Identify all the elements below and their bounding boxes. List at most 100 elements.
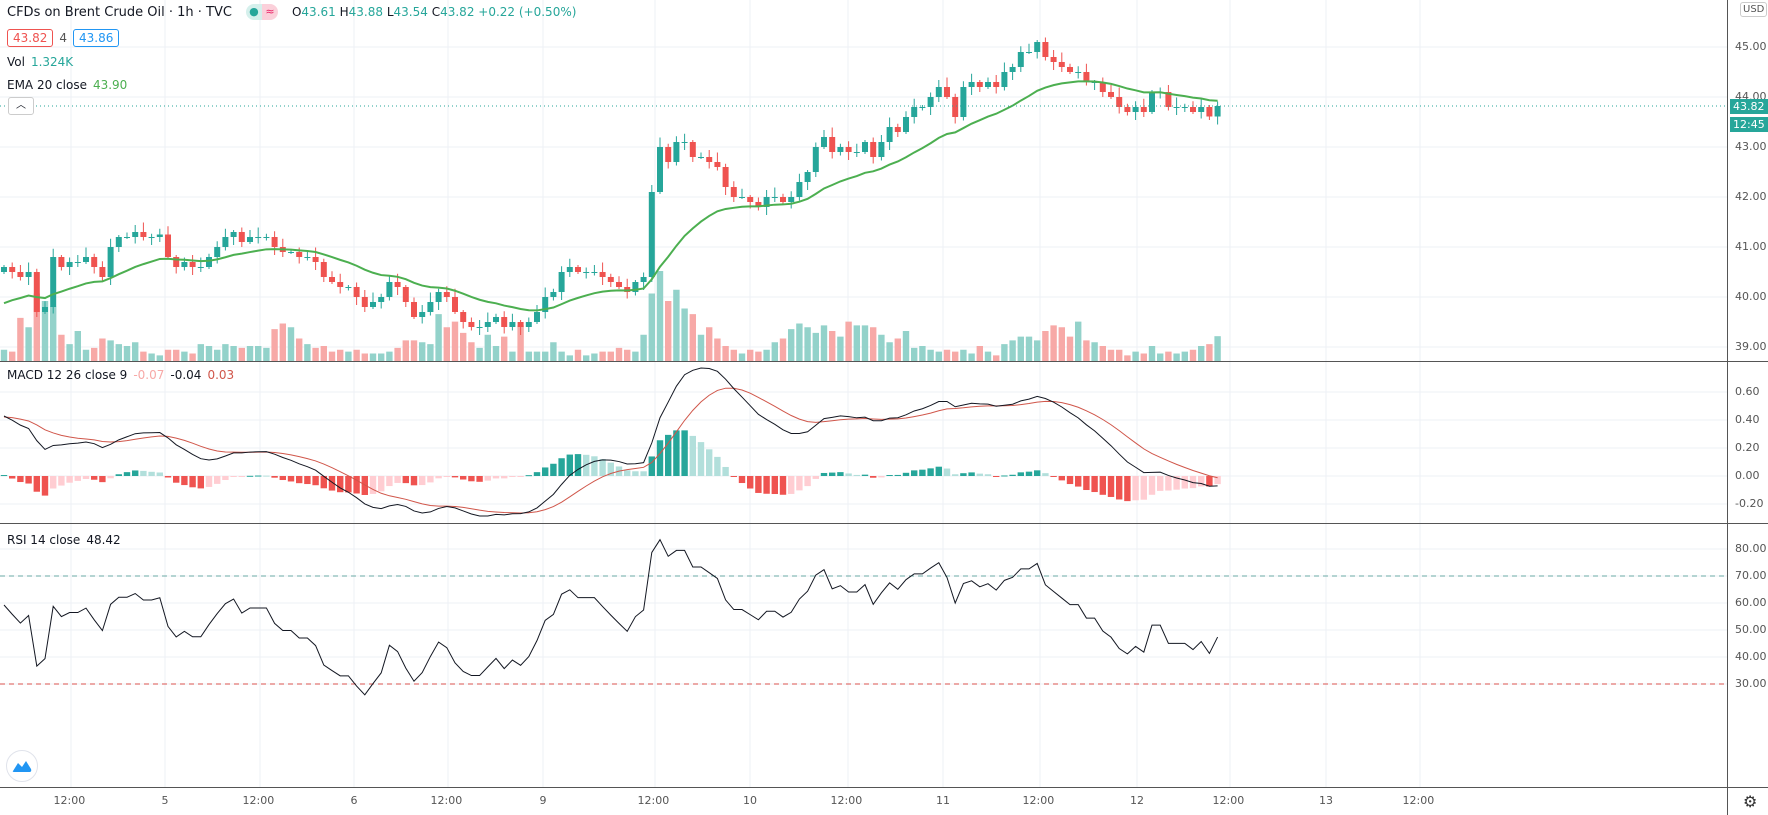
volume-bar (164, 349, 172, 361)
volume-bar (1034, 340, 1041, 361)
collapse-legend-button[interactable]: ︿ (8, 97, 34, 115)
volume-bar (312, 347, 319, 361)
volume-bar (968, 353, 975, 361)
low-value: 43.54 (393, 5, 428, 19)
volume-bar (353, 349, 360, 361)
rsi-tick-label: 80.00 (1735, 542, 1767, 555)
macd-histogram-bar (861, 474, 869, 476)
rsi-tick-label: 40.00 (1735, 650, 1767, 663)
macd-tick-label: 0.00 (1735, 469, 1760, 482)
buy-price-button[interactable]: 43.86 (73, 29, 120, 47)
candle-body (747, 197, 754, 202)
candle-body (25, 272, 32, 277)
candle-body (1132, 107, 1139, 112)
candle-body (665, 147, 672, 162)
time-tick-label: 12:00 (1212, 794, 1245, 807)
volume-legend[interactable]: Vol 1.324K (7, 55, 73, 69)
volume-bar (820, 325, 828, 361)
volume-bar (779, 338, 787, 361)
volume-bar (156, 355, 163, 361)
volume-bar (591, 353, 598, 361)
macd-histogram-bar (238, 476, 245, 477)
price-tick-label: 39.00 (1735, 340, 1767, 353)
candle-body (386, 282, 393, 297)
time-tick-label: 9 (539, 794, 547, 807)
ema-label: EMA 20 close (7, 78, 87, 92)
macd-legend[interactable]: MACD 12 26 close 9 -0.07 -0.04 0.03 (7, 368, 234, 382)
macd-histogram-bar (1148, 476, 1156, 495)
volume-bar (74, 331, 81, 361)
macd-histogram-bar (312, 476, 319, 486)
candle-body (197, 267, 204, 268)
candle-body (1050, 57, 1057, 62)
volume-bar (0, 349, 8, 361)
candle-body (976, 82, 983, 87)
macd-histogram-bar (468, 476, 475, 482)
macd-histogram-bar (17, 476, 24, 483)
volume-bar (837, 336, 844, 361)
time-tick-label: 12 (1130, 794, 1144, 807)
macd-histogram-bar (968, 472, 975, 476)
close-label: C (431, 5, 441, 19)
volume-bar (492, 346, 500, 361)
candle-body (378, 297, 385, 302)
candle-body (1124, 107, 1131, 112)
candle-body (1067, 67, 1073, 72)
time-tick-label: 5 (161, 794, 169, 807)
candle-body (189, 262, 196, 267)
settings-gear-icon[interactable]: ⚙ (1743, 792, 1758, 811)
macd-histogram-bar (706, 449, 713, 476)
volume-bar (271, 329, 278, 361)
status-pill[interactable]: ● ≈ (245, 4, 278, 20)
macd-histogram-bar (328, 476, 336, 491)
candle-body (927, 97, 934, 107)
candle-body (42, 307, 48, 312)
macd-histogram-bar (296, 476, 303, 484)
symbol-title[interactable]: CFDs on Brent Crude Oil · 1h · TVC (7, 4, 232, 20)
macd-histogram-bar (1189, 476, 1197, 489)
volume-bar (943, 349, 951, 361)
macd-histogram-bar (287, 476, 295, 482)
volume-bar (673, 289, 680, 361)
candle-body (640, 277, 647, 282)
macd-histogram-bar (255, 475, 262, 477)
candle-body (566, 267, 573, 272)
macd-histogram-bar (943, 468, 951, 476)
volume-bar (656, 271, 664, 361)
macd-histogram-bar (509, 476, 516, 478)
macd-histogram-bar (91, 476, 98, 480)
candle-body (853, 152, 860, 153)
ema-legend[interactable]: EMA 20 close 43.90 (7, 78, 127, 92)
volume-bar (927, 349, 934, 361)
volume-bar (17, 317, 24, 361)
candle-body (1198, 107, 1205, 112)
currency-label[interactable]: USD (1740, 2, 1768, 17)
volume-bar (419, 342, 426, 361)
sell-price-button[interactable]: 43.82 (7, 29, 54, 47)
macd-histogram-bar (1091, 476, 1098, 493)
volume-bar (960, 349, 967, 361)
candle-body (739, 197, 745, 198)
macd-histogram-bar (181, 476, 188, 486)
macd-histogram-bar (689, 435, 696, 476)
candle-body (222, 237, 229, 247)
time-tick-label: 13 (1319, 794, 1333, 807)
macd-histogram-bar (673, 430, 680, 476)
volume-bar (648, 293, 655, 361)
vol-value: 1.324K (30, 55, 74, 69)
candle-body (944, 87, 950, 97)
volume-bar (870, 327, 877, 361)
rsi-legend[interactable]: RSI 14 close 48.42 (7, 533, 121, 547)
volume-bar (1083, 340, 1090, 361)
macd-histogram-bar (230, 476, 237, 477)
volume-bar (279, 323, 286, 361)
candle-body (829, 137, 836, 152)
candle-body (1214, 106, 1221, 117)
volume-bar (140, 351, 147, 361)
macd-histogram-bar (878, 476, 885, 478)
candle-body (148, 237, 155, 238)
macd-histogram-bar (730, 476, 737, 477)
tradingview-logo[interactable] (6, 750, 38, 782)
volume-bar (107, 340, 114, 361)
